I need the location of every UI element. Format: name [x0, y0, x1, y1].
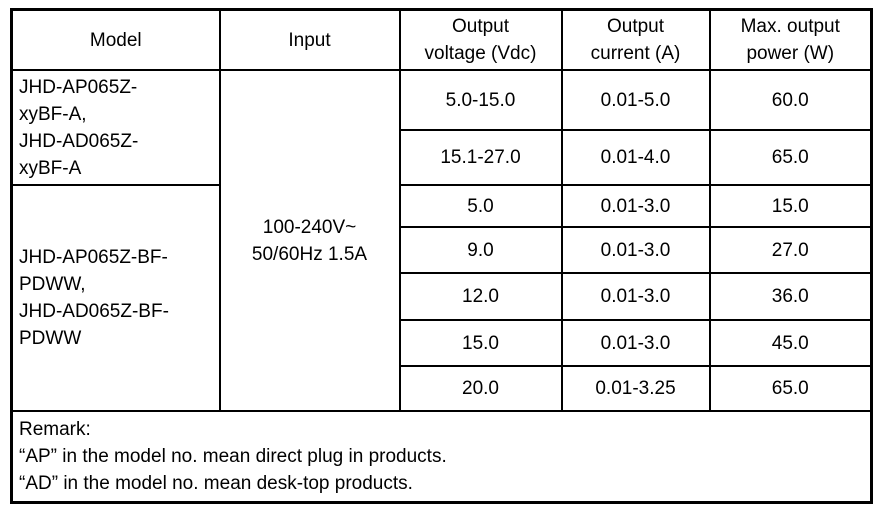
- header-row: Model Input Output voltage (Vdc) Output …: [10, 8, 873, 71]
- model-cell-group-2: JHD-AP065Z-BF- PDWW, JHD-AD065Z-BF- PDWW: [10, 184, 221, 412]
- voltage-cell: 9.0: [398, 226, 563, 274]
- col-header-output-current: Output current (A): [560, 8, 711, 71]
- table-row: 15.1-27.0 0.01-4.0 65.0: [12, 129, 873, 186]
- table-row: JHD-AP065Z- xyBF-A, JHD-AD065Z- xyBF-A 1…: [10, 69, 873, 412]
- voltage-cell: 5.0: [398, 184, 563, 228]
- current-cell: 0.01-3.0: [560, 272, 711, 321]
- table-row: JHD-AP065Z-BF- PDWW, JHD-AD065Z-BF- PDWW…: [10, 184, 873, 412]
- power-cell: 45.0: [708, 319, 873, 367]
- col-header-input: Input: [218, 8, 401, 71]
- voltage-cell: 15.0: [398, 319, 563, 367]
- power-cell: 15.0: [708, 184, 873, 228]
- power-cell: 65.0: [708, 129, 873, 186]
- current-cell: 0.01-3.0: [560, 226, 711, 274]
- power-cell: 60.0: [708, 69, 873, 131]
- current-cell: 0.01-3.0: [560, 184, 711, 228]
- power-cell: 36.0: [708, 272, 873, 321]
- col-header-model: Model: [10, 8, 221, 71]
- current-cell: 0.01-3.0: [560, 319, 711, 367]
- remark-cell: Remark: “AP” in the model no. mean direc…: [10, 410, 873, 503]
- voltage-cell: 20.0: [398, 365, 563, 412]
- current-cell: 0.01-4.0: [560, 129, 711, 186]
- table-row: 20.0 0.01-3.25 65.0: [12, 365, 873, 412]
- spec-table: Model Input Output voltage (Vdc) Output …: [10, 8, 873, 504]
- model-cell-group-1: JHD-AP065Z- xyBF-A, JHD-AD065Z- xyBF-A: [10, 69, 221, 186]
- col-header-max-power: Max. output power (W): [708, 8, 873, 71]
- remark-row: Remark: “AP” in the model no. mean direc…: [10, 410, 873, 503]
- input-cell: 100-240V~ 50/60Hz 1.5A: [218, 69, 401, 412]
- power-cell: 27.0: [708, 226, 873, 274]
- table-row: 9.0 0.01-3.0 27.0: [12, 226, 873, 274]
- table-row: 15.0 0.01-3.0 45.0: [12, 319, 873, 367]
- current-cell: 0.01-5.0: [560, 69, 711, 131]
- power-cell: 65.0: [708, 365, 873, 412]
- voltage-cell: 15.1-27.0: [398, 129, 563, 186]
- current-cell: 0.01-3.25: [560, 365, 711, 412]
- col-header-output-voltage: Output voltage (Vdc): [398, 8, 563, 71]
- table-row: 12.0 0.01-3.0 36.0: [12, 272, 873, 321]
- voltage-cell: 5.0-15.0: [398, 69, 563, 131]
- voltage-cell: 12.0: [398, 272, 563, 321]
